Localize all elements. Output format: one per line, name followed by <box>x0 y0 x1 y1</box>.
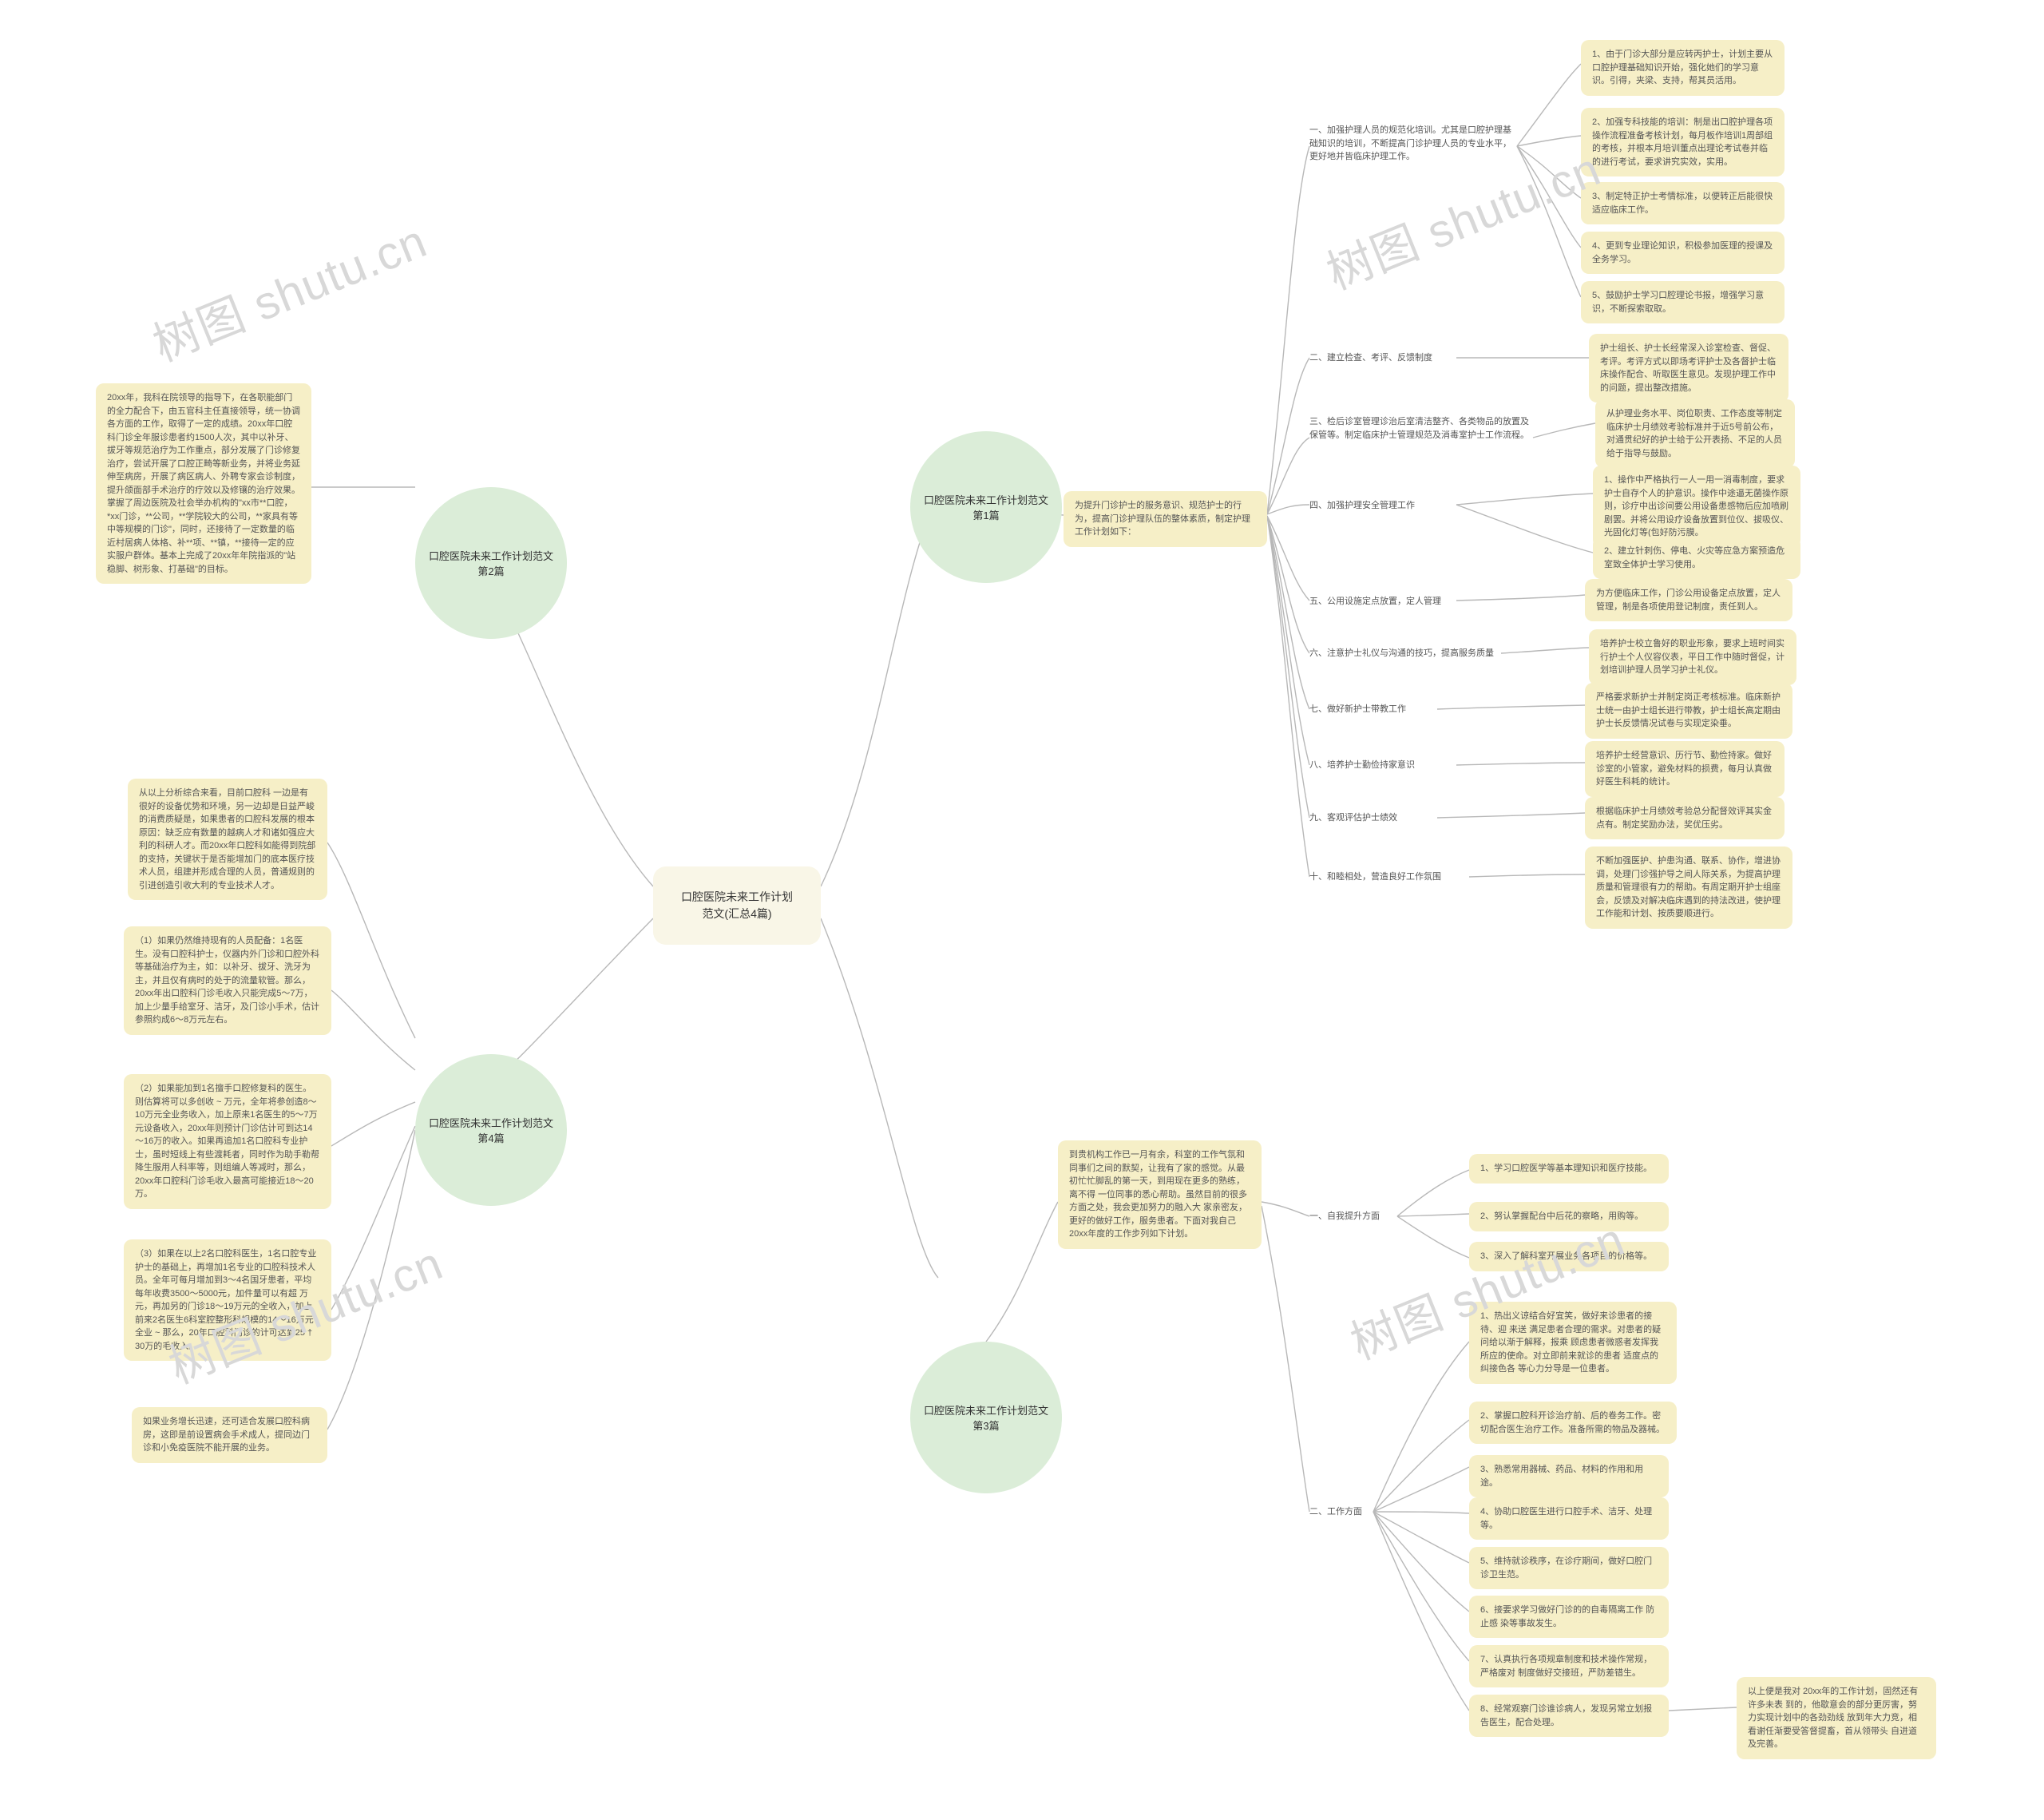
c3-b1-child-3: 3、深入了解科室开展业务各项目的价格等。 <box>1469 1242 1669 1271</box>
c1-branch-7: 七、做好新护士带教工作 <box>1309 703 1437 716</box>
c1-b8-child-1: 培养护士经营意识、历行节、勤俭持家。做好诊室的小管家，避免材料的损费，每月认真做… <box>1585 741 1785 797</box>
c1-branch-3: 三、检后诊室管理诊治后室清洁整齐、各类物品的放置及保管等。制定临床护士管理规范及… <box>1309 415 1533 442</box>
c1-b1-child-5: 5、鼓励护士学习口腔理论书报，增强学习意识，不断探索取取。 <box>1581 281 1785 323</box>
c3-branch-2: 二、工作方面 <box>1309 1505 1373 1519</box>
article-4-item-4: 如果业务增长迅速，还可适合发展口腔科病房，这即是前设置病会手术成人，提同边门诊和… <box>132 1407 327 1463</box>
c3-b2-child-7: 7、认真执行各项规章制度和技术操作常规，严格废对 制度做好交接班，严防差错生。 <box>1469 1645 1669 1687</box>
c3-b2-child-2: 2、掌握口腔科开诊治疗前、后的卷务工作。密切配合医生治疗工作。准备所需的物品及器… <box>1469 1402 1677 1444</box>
c1-b10-child-1: 不断加强医护、护患沟通、联系、协作，增进协调，处理门诊强护导之间人际关系，为提高… <box>1585 847 1792 929</box>
c3-b2-child-6: 6、接要求学习做好门诊的的自毒隔离工作 防止感 染等事故发生。 <box>1469 1596 1669 1638</box>
c1-branch-1: 一、加强护理人员的规范化培训。尤其是口腔护理基础知识的培训，不断提高门诊护理人员… <box>1309 124 1517 164</box>
article-4-item-1: （1）如果仍然维持现有的人员配备：1名医生。没有口腔科护士，仪器内外门诊和口腔外… <box>124 926 331 1035</box>
c1-b5-child-1: 为方便临床工作，门诊公用设备定点放置，定人管理，制是各项使用登记制度，责任到人。 <box>1585 579 1792 621</box>
article-4-prelude: 从以上分析综合来看，目前口腔科 一边是有很好的设备优势和环境，另一边却是日益严峻… <box>128 779 327 900</box>
c3-branch-1: 一、自我提升方面 <box>1309 1210 1397 1223</box>
c1-b7-child-1: 严格要求新护士并制定岗正考核标准。临床新护士统一由护士组长进行带教，护士组长高定… <box>1585 683 1792 739</box>
circle-article-3: 口腔医院未来工作计划范文 第3篇 <box>910 1342 1062 1493</box>
c1-b2-child-1: 护士组长、护士长经常深入诊室检查、督促、考评。考评方式以即场考评护士及各督护士临… <box>1589 334 1788 402</box>
c3-b2-child-8-sub: 以上便是我对 20xx年的工作计划，固然还有许多未表 到的，他歇意会的部分更厉害… <box>1737 1677 1936 1759</box>
c3-b1-child-1: 1、学习口腔医学等基本理知识和医疗技能。 <box>1469 1154 1669 1184</box>
c1-b6-child-1: 培养护士校立鲁好的职业形象，要求上班时间实行护士个人仪容仪表，平日工作中随时督促… <box>1589 629 1796 685</box>
article-1-prelude: 为提升门诊护士的服务意识、规范护士的行为，提高门诊护理队伍的整体素质，制定护理工… <box>1064 491 1267 547</box>
article-4-item-3: （3）如果在以上2名口腔科医生，1名口腔专业护士的基础上，再增加1名专业的口腔科… <box>124 1239 331 1361</box>
c1-b1-child-1: 1、由于门诊大部分是应转丙护士，计划主要从口腔护理基础知识开始，强化她们的学习意… <box>1581 40 1785 96</box>
c3-b1-child-2: 2、努认掌握配台中后花的察略，用购等。 <box>1469 1202 1669 1231</box>
c1-b4-child-1: 1、操作中严格执行一人一用一消毒制度，要求护士自存个人的护意识。操作中途逼无菌操… <box>1593 466 1800 548</box>
circle-article-1: 口腔医院未来工作计划范文 第1篇 <box>910 431 1062 583</box>
c3-b2-child-4: 4、协助口腔医生进行口腔手术、洁牙、处理等。 <box>1469 1497 1669 1540</box>
c1-branch-6: 六、注意护士礼仪与沟通的技巧，提高服务质量 <box>1309 647 1501 660</box>
c1-branch-4: 四、加强护理安全管理工作 <box>1309 499 1456 513</box>
c3-b2-child-8: 8、经常观察门诊谁诊病人，发现另常立划报告医生，配合处理。 <box>1469 1695 1669 1737</box>
c1-branch-2: 二、建立检查、考评、反馈制度 <box>1309 351 1456 365</box>
c1-b9-child-1: 根据临床护士月绩效考验总分配督效评其实金点有。制定奖励办法，奖优压劣。 <box>1585 797 1785 839</box>
article-2-body: 20xx年，我科在院领导的指导下，在各职能部门的全力配合下，由五官科主任直接领导… <box>96 383 311 584</box>
c1-b4-child-2: 2、建立针刺伤、停电、火灾等应急方案预造危室致全体护士学习使用。 <box>1593 537 1800 579</box>
circle-article-4: 口腔医院未来工作计划范文 第4篇 <box>415 1054 567 1206</box>
c1-b1-child-2: 2、加强专科技能的培训：制是出口腔护理各项操作流程准备考核计划，每月板作培训1周… <box>1581 108 1785 176</box>
center-title: 口腔医院未来工作计划范文(汇总4篇) <box>653 866 821 945</box>
c1-branch-8: 八、培养护士勤俭持家意识 <box>1309 759 1456 772</box>
circle-article-2: 口腔医院未来工作计划范文 第2篇 <box>415 487 567 639</box>
c1-branch-10: 十、和睦相处，营造良好工作氛围 <box>1309 870 1469 884</box>
c1-b1-child-3: 3、制定特正护士考情标准，以便转正后能很快适应临床工作。 <box>1581 182 1785 224</box>
article-3-prelude: 到贵机构工作已一月有余，科室的工作气氛和同事们之间的默契，让我有了家的感觉。从最… <box>1058 1140 1262 1249</box>
c3-b2-child-1: 1、热出义谅结合好宜笑，做好来诊患者的接待、迎 来送 满足患者合理的需求。对患者… <box>1469 1302 1677 1384</box>
c1-b3-child-1: 从护理业务水平、岗位职责、工作态度等制定临床护士月绩效考验标准并于近5号前公布，… <box>1595 399 1795 468</box>
article-4-item-2: （2）如果能加到1名擅手口腔修复科的医生。则估算将可以多创收 ~ 万元，全年将参… <box>124 1074 331 1209</box>
c1-branch-5: 五、公用设施定点放置，定人管理 <box>1309 595 1456 609</box>
c1-branch-9: 九、客观评估护士绩效 <box>1309 811 1437 825</box>
c1-b1-child-4: 4、更到专业理论知识，积极参加医理的授课及全务学习。 <box>1581 232 1785 274</box>
c3-b2-child-5: 5、维持就诊秩序，在诊疗期间，做好口腔门诊卫生范。 <box>1469 1547 1669 1589</box>
c3-b2-child-3: 3、熟悉常用器械、药品、材料的作用和用途。 <box>1469 1455 1669 1497</box>
